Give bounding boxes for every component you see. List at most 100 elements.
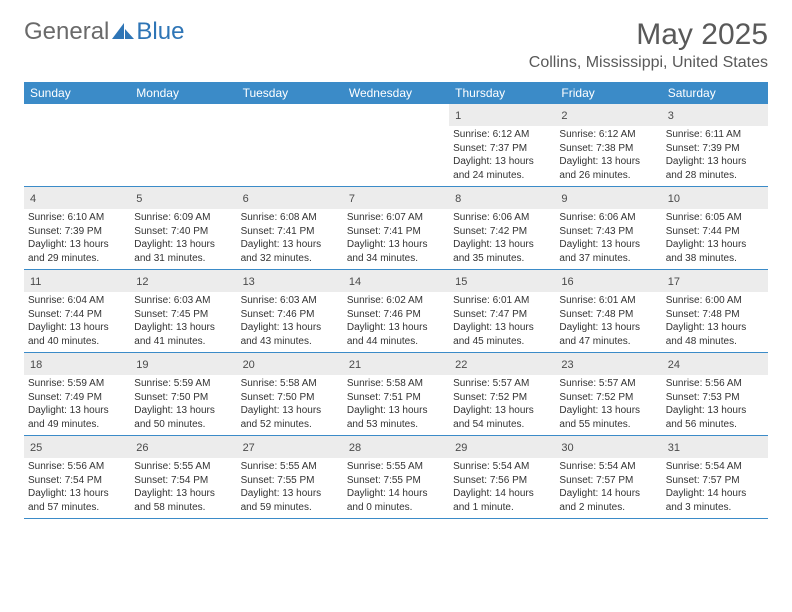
sunrise-line: Sunrise: 6:03 AM: [241, 294, 339, 308]
day-number: 29: [455, 442, 467, 454]
daylight-line: Daylight: 13 hours and 57 minutes.: [28, 487, 126, 514]
day-cell: 29Sunrise: 5:54 AMSunset: 7:56 PMDayligh…: [449, 436, 555, 518]
sunrise-line: Sunrise: 6:12 AM: [453, 128, 551, 142]
sunrise-line: Sunrise: 6:03 AM: [134, 294, 232, 308]
sunrise-line: Sunrise: 6:05 AM: [666, 211, 764, 225]
sunset-line: Sunset: 7:43 PM: [559, 225, 657, 239]
day-cell: 8Sunrise: 6:06 AMSunset: 7:42 PMDaylight…: [449, 187, 555, 269]
day-cell: 17Sunrise: 6:00 AMSunset: 7:48 PMDayligh…: [662, 270, 768, 352]
sunset-line: Sunset: 7:46 PM: [241, 308, 339, 322]
daylight-line: Daylight: 14 hours and 0 minutes.: [347, 487, 445, 514]
day-number-row: 6: [237, 187, 343, 209]
day-number-row: 27: [237, 436, 343, 458]
sunset-line: Sunset: 7:45 PM: [134, 308, 232, 322]
daylight-line: Daylight: 13 hours and 53 minutes.: [347, 404, 445, 431]
day-number: 30: [561, 442, 573, 454]
week-row: 4Sunrise: 6:10 AMSunset: 7:39 PMDaylight…: [24, 187, 768, 270]
daylight-line: Daylight: 13 hours and 34 minutes.: [347, 238, 445, 265]
day-number: 21: [349, 359, 361, 371]
day-number-row: 16: [555, 270, 661, 292]
daylight-line: Daylight: 13 hours and 52 minutes.: [241, 404, 339, 431]
sunrise-line: Sunrise: 5:59 AM: [28, 377, 126, 391]
day-number: 27: [243, 442, 255, 454]
weekday-header: Wednesday: [343, 82, 449, 104]
daylight-line: Daylight: 13 hours and 48 minutes.: [666, 321, 764, 348]
daylight-line: Daylight: 13 hours and 44 minutes.: [347, 321, 445, 348]
sunset-line: Sunset: 7:39 PM: [28, 225, 126, 239]
daylight-line: Daylight: 13 hours and 38 minutes.: [666, 238, 764, 265]
day-cell: [343, 104, 449, 186]
day-number-row: 23: [555, 353, 661, 375]
week-row: 25Sunrise: 5:56 AMSunset: 7:54 PMDayligh…: [24, 436, 768, 519]
sunset-line: Sunset: 7:42 PM: [453, 225, 551, 239]
day-cell: 3Sunrise: 6:11 AMSunset: 7:39 PMDaylight…: [662, 104, 768, 186]
sunrise-line: Sunrise: 5:56 AM: [666, 377, 764, 391]
day-cell: 28Sunrise: 5:55 AMSunset: 7:55 PMDayligh…: [343, 436, 449, 518]
daylight-line: Daylight: 13 hours and 55 minutes.: [559, 404, 657, 431]
sunset-line: Sunset: 7:51 PM: [347, 391, 445, 405]
week-row: 1 Sunrise: 6:12 AMSunset: 7:37 PMDaylight…: [24, 104, 768, 187]
day-number-row: 11: [24, 270, 130, 292]
day-number: 1: [455, 110, 461, 122]
daylight-line: Daylight: 13 hours and 43 minutes.: [241, 321, 339, 348]
day-cell: 14Sunrise: 6:02 AMSunset: 7:46 PMDayligh…: [343, 270, 449, 352]
day-number-row: 25: [24, 436, 130, 458]
title-block: May 2025 Collins, Mississippi, United St…: [529, 18, 768, 72]
sunrise-line: Sunrise: 6:07 AM: [347, 211, 445, 225]
sunset-line: Sunset: 7:49 PM: [28, 391, 126, 405]
day-number: 31: [668, 442, 680, 454]
daylight-line: Daylight: 13 hours and 37 minutes.: [559, 238, 657, 265]
daylight-line: Daylight: 13 hours and 50 minutes.: [134, 404, 232, 431]
sunset-line: Sunset: 7:37 PM: [453, 142, 551, 156]
sunset-line: Sunset: 7:54 PM: [134, 474, 232, 488]
weekday-header: Friday: [555, 82, 661, 104]
sunset-line: Sunset: 7:55 PM: [241, 474, 339, 488]
sunrise-line: Sunrise: 6:06 AM: [559, 211, 657, 225]
weekday-header: Monday: [130, 82, 236, 104]
day-number-row: 29: [449, 436, 555, 458]
day-number-row: 24: [662, 353, 768, 375]
day-number-row: 20: [237, 353, 343, 375]
day-cell: 11Sunrise: 6:04 AMSunset: 7:44 PMDayligh…: [24, 270, 130, 352]
sunset-line: Sunset: 7:53 PM: [666, 391, 764, 405]
sunrise-line: Sunrise: 6:01 AM: [559, 294, 657, 308]
location-subtitle: Collins, Mississippi, United States: [529, 54, 768, 72]
day-number: 26: [136, 442, 148, 454]
daylight-line: Daylight: 14 hours and 1 minute.: [453, 487, 551, 514]
sunrise-line: Sunrise: 5:56 AM: [28, 460, 126, 474]
sunrise-line: Sunrise: 5:55 AM: [134, 460, 232, 474]
daylight-line: Daylight: 13 hours and 24 minutes.: [453, 155, 551, 182]
day-cell: 6Sunrise: 6:08 AMSunset: 7:41 PMDaylight…: [237, 187, 343, 269]
day-number: 24: [668, 359, 680, 371]
day-cell: 9Sunrise: 6:06 AMSunset: 7:43 PMDaylight…: [555, 187, 661, 269]
day-cell: 5Sunrise: 6:09 AMSunset: 7:40 PMDaylight…: [130, 187, 236, 269]
day-cell: 18Sunrise: 5:59 AMSunset: 7:49 PMDayligh…: [24, 353, 130, 435]
day-cell: 25Sunrise: 5:56 AMSunset: 7:54 PMDayligh…: [24, 436, 130, 518]
daylight-line: Daylight: 13 hours and 58 minutes.: [134, 487, 232, 514]
logo-text-general: General: [24, 18, 109, 46]
sunset-line: Sunset: 7:40 PM: [134, 225, 232, 239]
day-cell: 27Sunrise: 5:55 AMSunset: 7:55 PMDayligh…: [237, 436, 343, 518]
daylight-line: Daylight: 13 hours and 49 minutes.: [28, 404, 126, 431]
day-number-row: 21: [343, 353, 449, 375]
day-cell: 10Sunrise: 6:05 AMSunset: 7:44 PMDayligh…: [662, 187, 768, 269]
day-number: 3: [668, 110, 674, 122]
day-number-row: 7: [343, 187, 449, 209]
weekday-header: Tuesday: [237, 82, 343, 104]
sunrise-line: Sunrise: 5:58 AM: [347, 377, 445, 391]
sunset-line: Sunset: 7:41 PM: [241, 225, 339, 239]
sunrise-line: Sunrise: 5:58 AM: [241, 377, 339, 391]
sunset-line: Sunset: 7:46 PM: [347, 308, 445, 322]
sunset-line: Sunset: 7:57 PM: [666, 474, 764, 488]
day-number: 11: [30, 276, 41, 288]
sunrise-line: Sunrise: 5:57 AM: [559, 377, 657, 391]
day-cell: 26 Sunrise: 5:55 AMSunset: 7:54 PMDayligh…: [130, 436, 236, 518]
daylight-line: Daylight: 13 hours and 56 minutes.: [666, 404, 764, 431]
calendar-page: General Blue May 2025 Collins, Mississip…: [0, 0, 792, 537]
day-number-row: 4: [24, 187, 130, 209]
day-number: 6: [243, 193, 249, 205]
daylight-line: Daylight: 14 hours and 2 minutes.: [559, 487, 657, 514]
sunset-line: Sunset: 7:48 PM: [666, 308, 764, 322]
sunset-line: Sunset: 7:50 PM: [241, 391, 339, 405]
weekday-header-row: SundayMondayTuesdayWednesdayThursdayFrid…: [24, 82, 768, 104]
